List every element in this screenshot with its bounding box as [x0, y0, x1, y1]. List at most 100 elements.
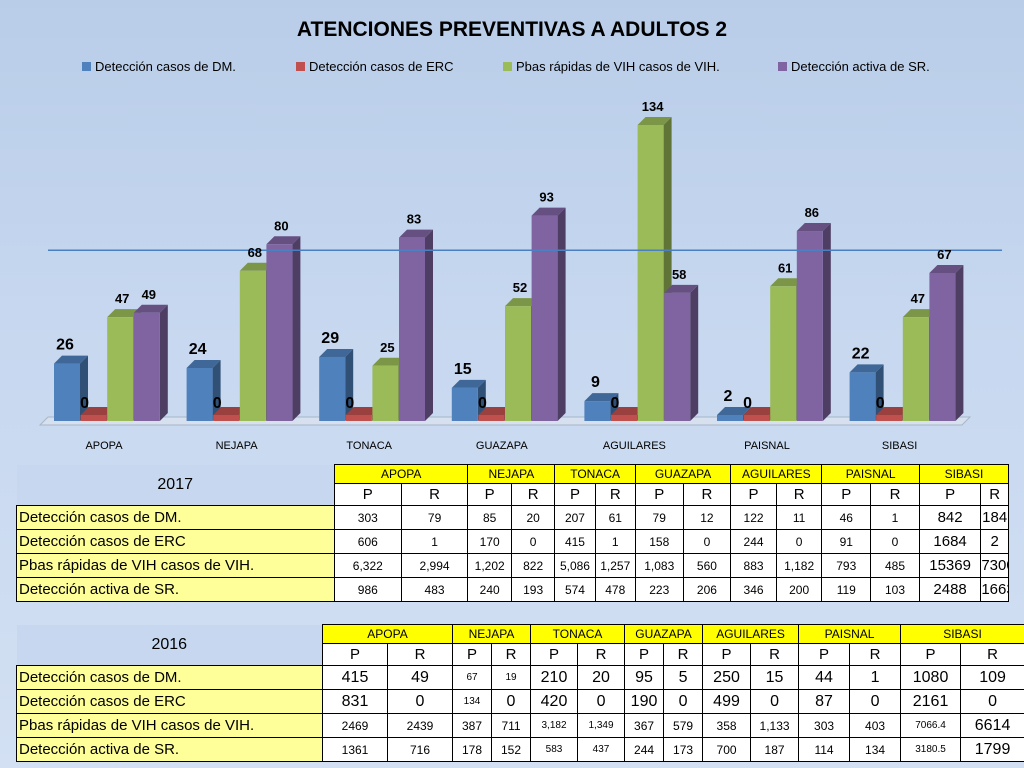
- table-cell: 403: [849, 713, 902, 738]
- subheader-cell: R: [577, 643, 626, 666]
- table-cell: 170: [467, 529, 512, 554]
- legend-swatch: [296, 62, 305, 71]
- table-cell: 346: [730, 577, 777, 602]
- data-label: 52: [513, 280, 527, 295]
- bar: [849, 364, 884, 421]
- legend-swatch: [503, 62, 512, 71]
- data-label: 0: [478, 395, 487, 412]
- subheader-cell: P: [452, 643, 492, 666]
- table-cell: 190: [624, 689, 665, 714]
- bar: [929, 265, 964, 421]
- table-cell: 244: [624, 737, 665, 762]
- data-label: 83: [407, 212, 421, 227]
- table-cell: 134: [452, 689, 492, 714]
- table-cell: 95: [624, 665, 665, 690]
- subheader-cell: R: [849, 643, 902, 666]
- city-header: AGUILARES: [702, 624, 800, 644]
- table-cell: 2,994: [400, 553, 469, 578]
- row-label: Detección casos de ERC: [16, 689, 323, 714]
- table-cell: 0: [870, 529, 920, 554]
- table-cell: 583: [530, 737, 579, 762]
- table-cell: 134: [849, 737, 902, 762]
- table-cell: 1080: [900, 665, 962, 690]
- bar: [133, 304, 168, 421]
- subheader-cell: P: [333, 483, 402, 506]
- city-header: NEJAPA: [467, 464, 556, 484]
- data-label: 61: [778, 260, 792, 275]
- x-tick-label: AGUILARES: [603, 440, 666, 452]
- table-cell: 0: [849, 689, 902, 714]
- table-cell: 831: [322, 689, 388, 714]
- data-label: 24: [189, 341, 207, 358]
- table-cell: 3,182: [530, 713, 579, 738]
- subheader-cell: R: [980, 483, 1009, 506]
- table-cell: 0: [510, 529, 556, 554]
- table-cell: 499: [702, 689, 752, 714]
- city-header: TONACA: [530, 624, 626, 644]
- table-cell: 483: [400, 577, 469, 602]
- x-tick-label: PAISNAL: [744, 440, 790, 452]
- data-label: 29: [321, 330, 339, 347]
- table-cell: 5: [663, 665, 704, 690]
- data-label: 2: [724, 388, 733, 405]
- data-label: 0: [80, 395, 89, 412]
- table-cell: 7066.4: [900, 713, 962, 738]
- subheader-cell: P: [798, 643, 851, 666]
- table-2017: 2017 APOPA NEJAPA TONACA GUAZAPA AGUILAR…: [16, 464, 1010, 602]
- table-cell: 6,322: [333, 553, 402, 578]
- table-cell: 6614: [960, 713, 1024, 738]
- table-cell: 206: [682, 577, 732, 602]
- table-cell: 579: [663, 713, 704, 738]
- city-header: SIBASI: [918, 464, 1010, 484]
- subheader-cell: P: [530, 643, 579, 666]
- city-header: APOPA: [322, 624, 453, 644]
- table-cell: 79: [634, 505, 684, 530]
- table-cell: 1,083: [634, 553, 684, 578]
- table-cell: 303: [798, 713, 851, 738]
- table-cell: 178: [452, 737, 492, 762]
- data-label: 47: [911, 291, 925, 306]
- table-cell: 478: [594, 577, 636, 602]
- subheader-cell: R: [490, 643, 532, 666]
- table-cell: 193: [510, 577, 556, 602]
- table-cell: 485: [870, 553, 920, 578]
- row-label: Detección casos de ERC: [16, 529, 335, 554]
- table-cell: 606: [333, 529, 402, 554]
- subheader-cell: P: [467, 483, 512, 506]
- table-cell: 387: [452, 713, 492, 738]
- x-tick-label: NEJAPA: [216, 440, 259, 452]
- chart-title: ATENCIONES PREVENTIVAS A ADULTOS 2: [297, 18, 727, 41]
- data-label: 0: [876, 395, 885, 412]
- table-row: Detección casos de DM. 303 79 85 20 207 61 79 12…: [16, 505, 1009, 530]
- subheader-cell: R: [682, 483, 732, 506]
- table-cell: 250: [702, 665, 752, 690]
- subheader-cell: R: [775, 483, 823, 506]
- year-label: 2017: [16, 464, 335, 506]
- table-cell: 5,086: [554, 553, 596, 578]
- table-cell: 12: [682, 505, 732, 530]
- subheader-cell: R: [960, 643, 1024, 666]
- table-cell: 109: [960, 665, 1024, 690]
- table-row: Detección activa de SR. 986 483 240 193 574 47…: [16, 577, 1009, 602]
- data-label: 86: [805, 205, 819, 220]
- bar: [266, 236, 301, 421]
- table-cell: 1361: [322, 737, 388, 762]
- subheader-cell: P: [554, 483, 596, 506]
- table-cell: 574: [554, 577, 596, 602]
- bar: [399, 229, 433, 421]
- row-label: Detección casos de DM.: [16, 505, 335, 530]
- table-cell: 103: [870, 577, 920, 602]
- subheader-cell: R: [594, 483, 636, 506]
- data-label: 93: [539, 190, 553, 205]
- table-cell: 415: [322, 665, 388, 690]
- row-label: Detección casos de DM.: [16, 665, 323, 690]
- table-cell: 0: [663, 689, 704, 714]
- subheader-cell: P: [821, 483, 872, 506]
- subheader-cell: P: [322, 643, 388, 666]
- table-cell: 200: [775, 577, 823, 602]
- table-cell: 2439: [387, 713, 453, 738]
- table-cell: 0: [387, 689, 453, 714]
- table-row: Pbas rápidas de VIH casos de VIH. 6,322 2,…: [16, 553, 1009, 578]
- bar: [54, 355, 88, 421]
- table-cell: 1,257: [594, 553, 636, 578]
